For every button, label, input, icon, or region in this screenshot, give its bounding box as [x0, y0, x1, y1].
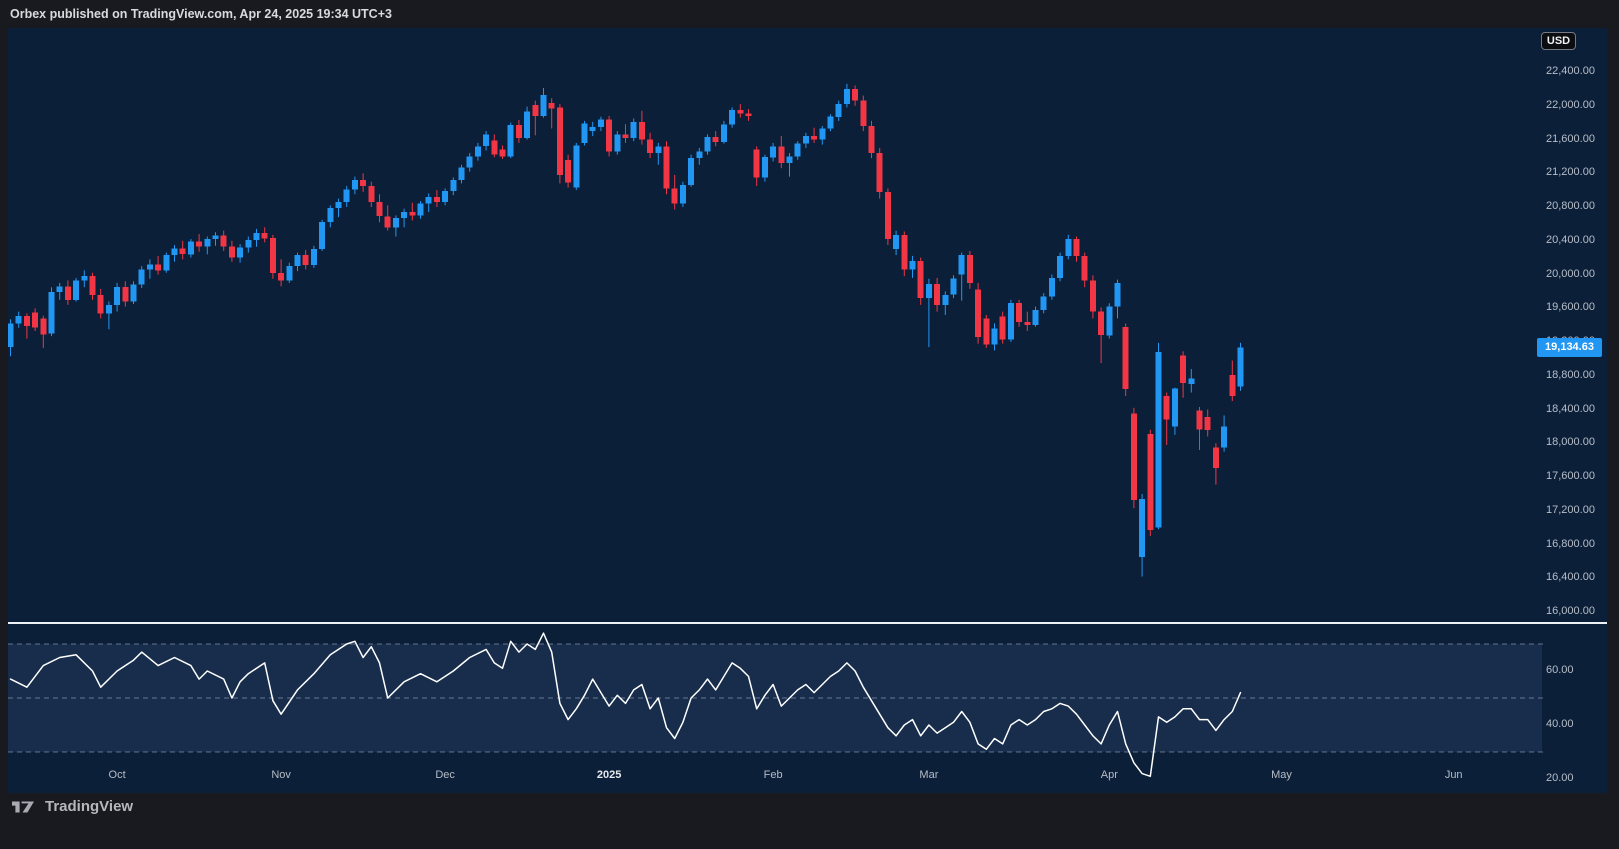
header-bar: Orbex published on TradingView.com, Apr …: [0, 0, 1619, 28]
last-price-label: 19,134.63: [1545, 340, 1594, 353]
brand-name: TradingView: [45, 798, 134, 815]
currency-label: USD: [1546, 35, 1571, 47]
left-frame-strip: [0, 28, 8, 793]
tradingview-logo-link[interactable]: TradingView: [12, 798, 133, 815]
tradingview-logo-icon: [12, 799, 37, 815]
right-frame-strip: [1607, 28, 1619, 793]
footer-bar: TradingView: [0, 793, 1619, 849]
currency-button[interactable]: USD: [1541, 32, 1576, 50]
rsi-line: [9, 632, 1242, 778]
published-line: Orbex published on TradingView.com, Apr …: [10, 7, 392, 21]
last-price-badge: 19,134.63: [1537, 337, 1602, 357]
